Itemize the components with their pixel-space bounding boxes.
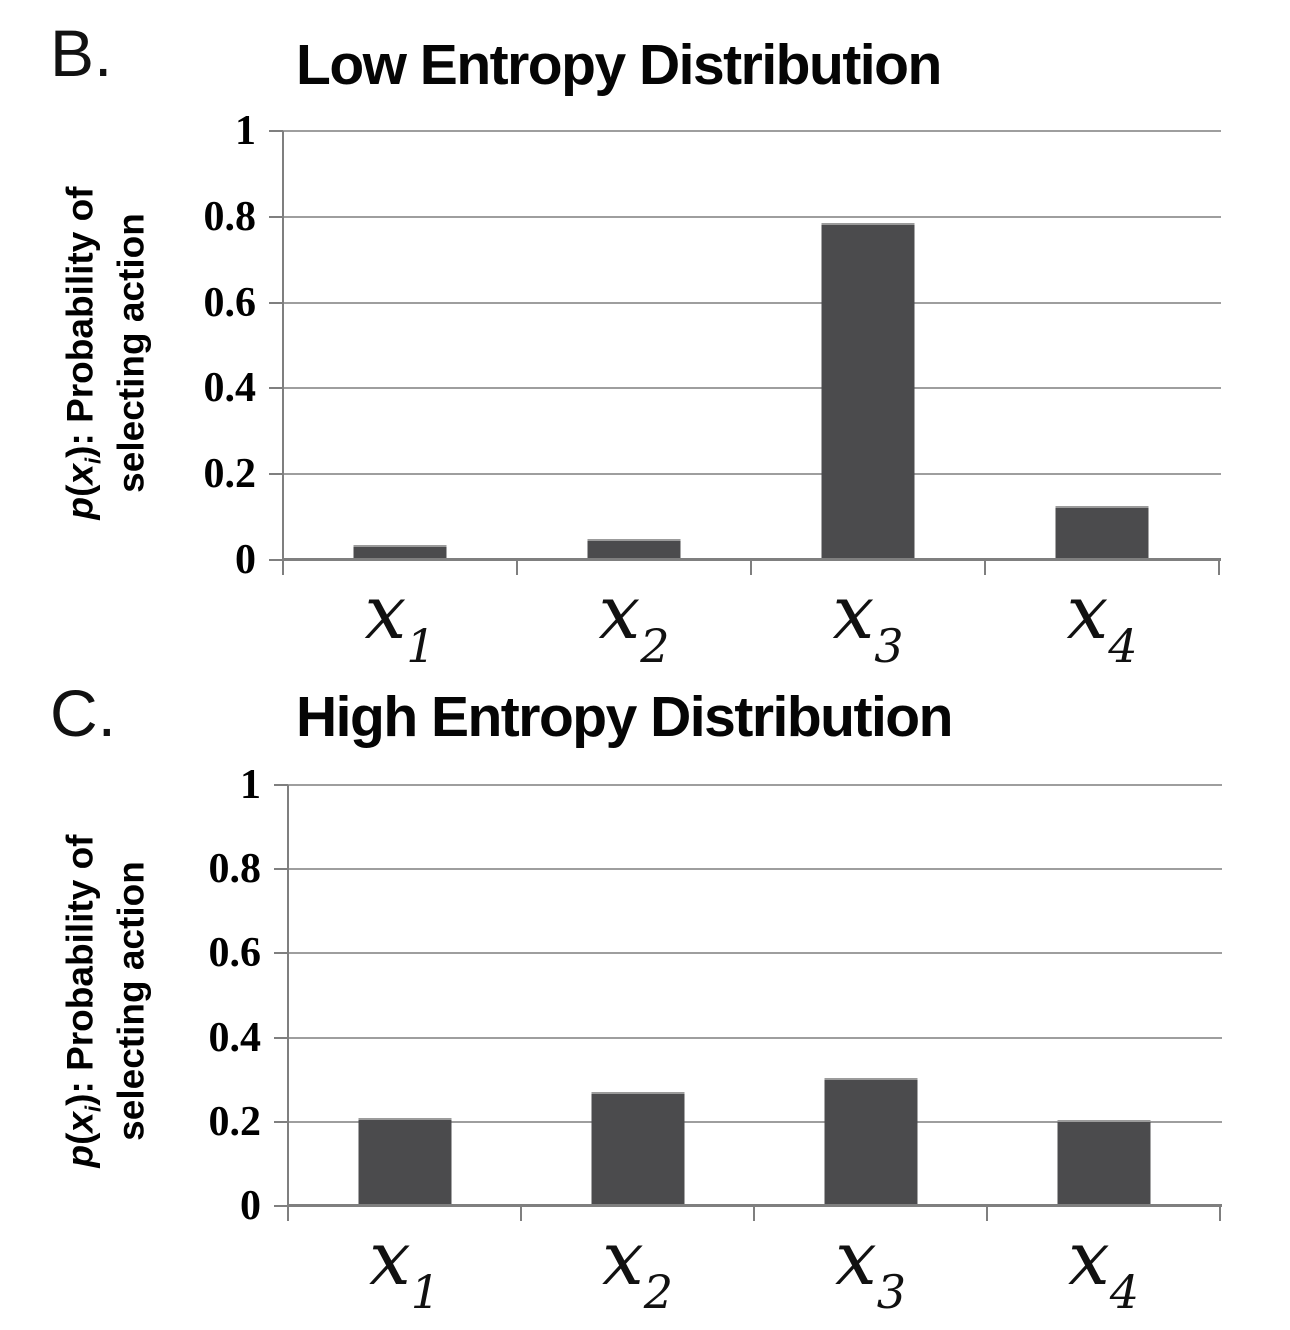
bar-x3: [824, 1077, 917, 1206]
gridline: [288, 952, 1222, 955]
x-label-base: x: [1066, 570, 1109, 656]
x-axis-tick: [753, 1206, 755, 1221]
y-axis-tick: [269, 130, 283, 132]
x-label-base: x: [832, 570, 875, 656]
x-axis-tick: [986, 1206, 988, 1221]
gridline: [288, 784, 1222, 786]
y-axis-tick: [269, 301, 283, 304]
x-tick-label: x3: [835, 1222, 906, 1315]
y-tick-label: 0.2: [203, 451, 257, 498]
x-axis-line: [288, 1204, 1222, 1207]
y-axis-title-p: p: [59, 1144, 101, 1168]
y-tick-label: 0.4: [203, 365, 257, 412]
y-axis-tick: [274, 1036, 288, 1039]
x-tick-label: x4: [1068, 1222, 1139, 1315]
x-label-base: x: [364, 570, 407, 656]
y-axis-tick: [274, 868, 288, 871]
x-axis-tick: [516, 560, 518, 575]
x-label-base: x: [1067, 1216, 1110, 1302]
gridline: [288, 1120, 1222, 1123]
gridline: [283, 473, 1221, 476]
gridline: [283, 387, 1221, 390]
y-axis-title-paren: (: [59, 1132, 101, 1145]
x-tick-labels: x1 x2 x3 x4: [288, 1222, 1220, 1330]
x-label-subscript: 4: [1108, 619, 1138, 673]
y-tick-label: 0.6: [203, 279, 257, 326]
y-tick-label: 0.8: [208, 846, 262, 893]
plot-area: [269, 130, 1221, 575]
y-tick-label: 1: [235, 108, 256, 154]
y-axis-tick: [269, 215, 283, 218]
y-tick-label: 0: [235, 537, 256, 583]
gridline: [283, 301, 1221, 304]
x-axis-tick: [520, 1206, 522, 1221]
x-tick-label: x1: [369, 1222, 440, 1315]
x-label-subscript: 3: [874, 619, 904, 673]
bar-x4: [1055, 506, 1149, 560]
bar-x2: [587, 538, 681, 560]
panel-label-b: B.: [50, 16, 113, 90]
y-axis-title-line2: selecting action: [110, 861, 152, 1141]
x-axis-tick: [1218, 560, 1220, 575]
y-tick-label: 0.2: [208, 1098, 262, 1145]
bar-x1: [353, 545, 447, 560]
x-label-base: x: [368, 1216, 411, 1302]
y-axis-tick: [274, 952, 288, 955]
x-tick-label: x2: [598, 576, 669, 669]
x-label-subscript: 1: [406, 619, 436, 673]
y-tick-label: 1: [240, 762, 261, 808]
y-axis-title-x: x: [59, 1111, 101, 1133]
y-axis-tick: [274, 1205, 288, 1207]
x-label-subscript: 1: [410, 1265, 441, 1319]
bar-x2: [591, 1092, 684, 1206]
x-label-subscript: 2: [643, 1265, 674, 1319]
y-tick-labels: 1 0.8 0.6 0.4 0.2 0: [148, 110, 257, 581]
x-label-subscript: 2: [640, 619, 670, 673]
gridline: [283, 215, 1221, 218]
bar-x3: [821, 223, 915, 560]
y-axis-tick: [269, 387, 283, 390]
y-tick-labels: 1 0.8 0.6 0.4 0.2 0: [153, 764, 262, 1227]
y-axis-tick: [274, 784, 288, 786]
y-axis-tick: [274, 1120, 288, 1123]
y-tick-label: 0: [240, 1183, 261, 1229]
y-axis-line: [282, 131, 284, 574]
x-tick-label: x3: [832, 576, 903, 669]
x-tick-label: x4: [1066, 576, 1137, 669]
y-axis-title-line1: p(xi): Probability of: [57, 834, 108, 1167]
x-label-base: x: [601, 1216, 644, 1302]
plot-area: [274, 784, 1222, 1221]
y-axis-title: p(xi): Probability of selecting action: [57, 834, 156, 1167]
chart-title: High Entropy Distribution: [296, 685, 953, 749]
y-tick-label: 0.8: [203, 193, 257, 240]
panel-label-c: C.: [50, 676, 116, 750]
x-tick-label: x2: [602, 1222, 673, 1315]
gridline: [283, 130, 1221, 132]
x-tick-labels: x1 x2 x3 x4: [283, 576, 1219, 681]
y-axis-title-rest: ): Probability of: [59, 834, 101, 1106]
x-axis-line: [283, 558, 1221, 561]
x-label-base: x: [598, 570, 641, 656]
gridline: [288, 868, 1222, 871]
y-axis-tick: [269, 559, 283, 561]
gridline: [288, 1036, 1222, 1039]
y-tick-label: 0.4: [208, 1014, 262, 1061]
y-axis-title-subscript: i: [80, 1105, 106, 1112]
chart-title: Low Entropy Distribution: [296, 33, 942, 97]
y-tick-label: 0.6: [208, 930, 262, 977]
x-label-subscript: 3: [876, 1265, 907, 1319]
y-axis-tick: [269, 473, 283, 476]
bar-x4: [1057, 1119, 1150, 1206]
y-axis-line: [287, 785, 289, 1220]
x-axis-tick: [1219, 1206, 1221, 1221]
x-axis-tick: [750, 560, 752, 575]
x-axis-tick: [984, 560, 986, 575]
x-label-base: x: [834, 1216, 877, 1302]
x-tick-label: x1: [364, 576, 435, 669]
bar-x1: [358, 1117, 451, 1206]
x-label-subscript: 4: [1109, 1265, 1140, 1319]
